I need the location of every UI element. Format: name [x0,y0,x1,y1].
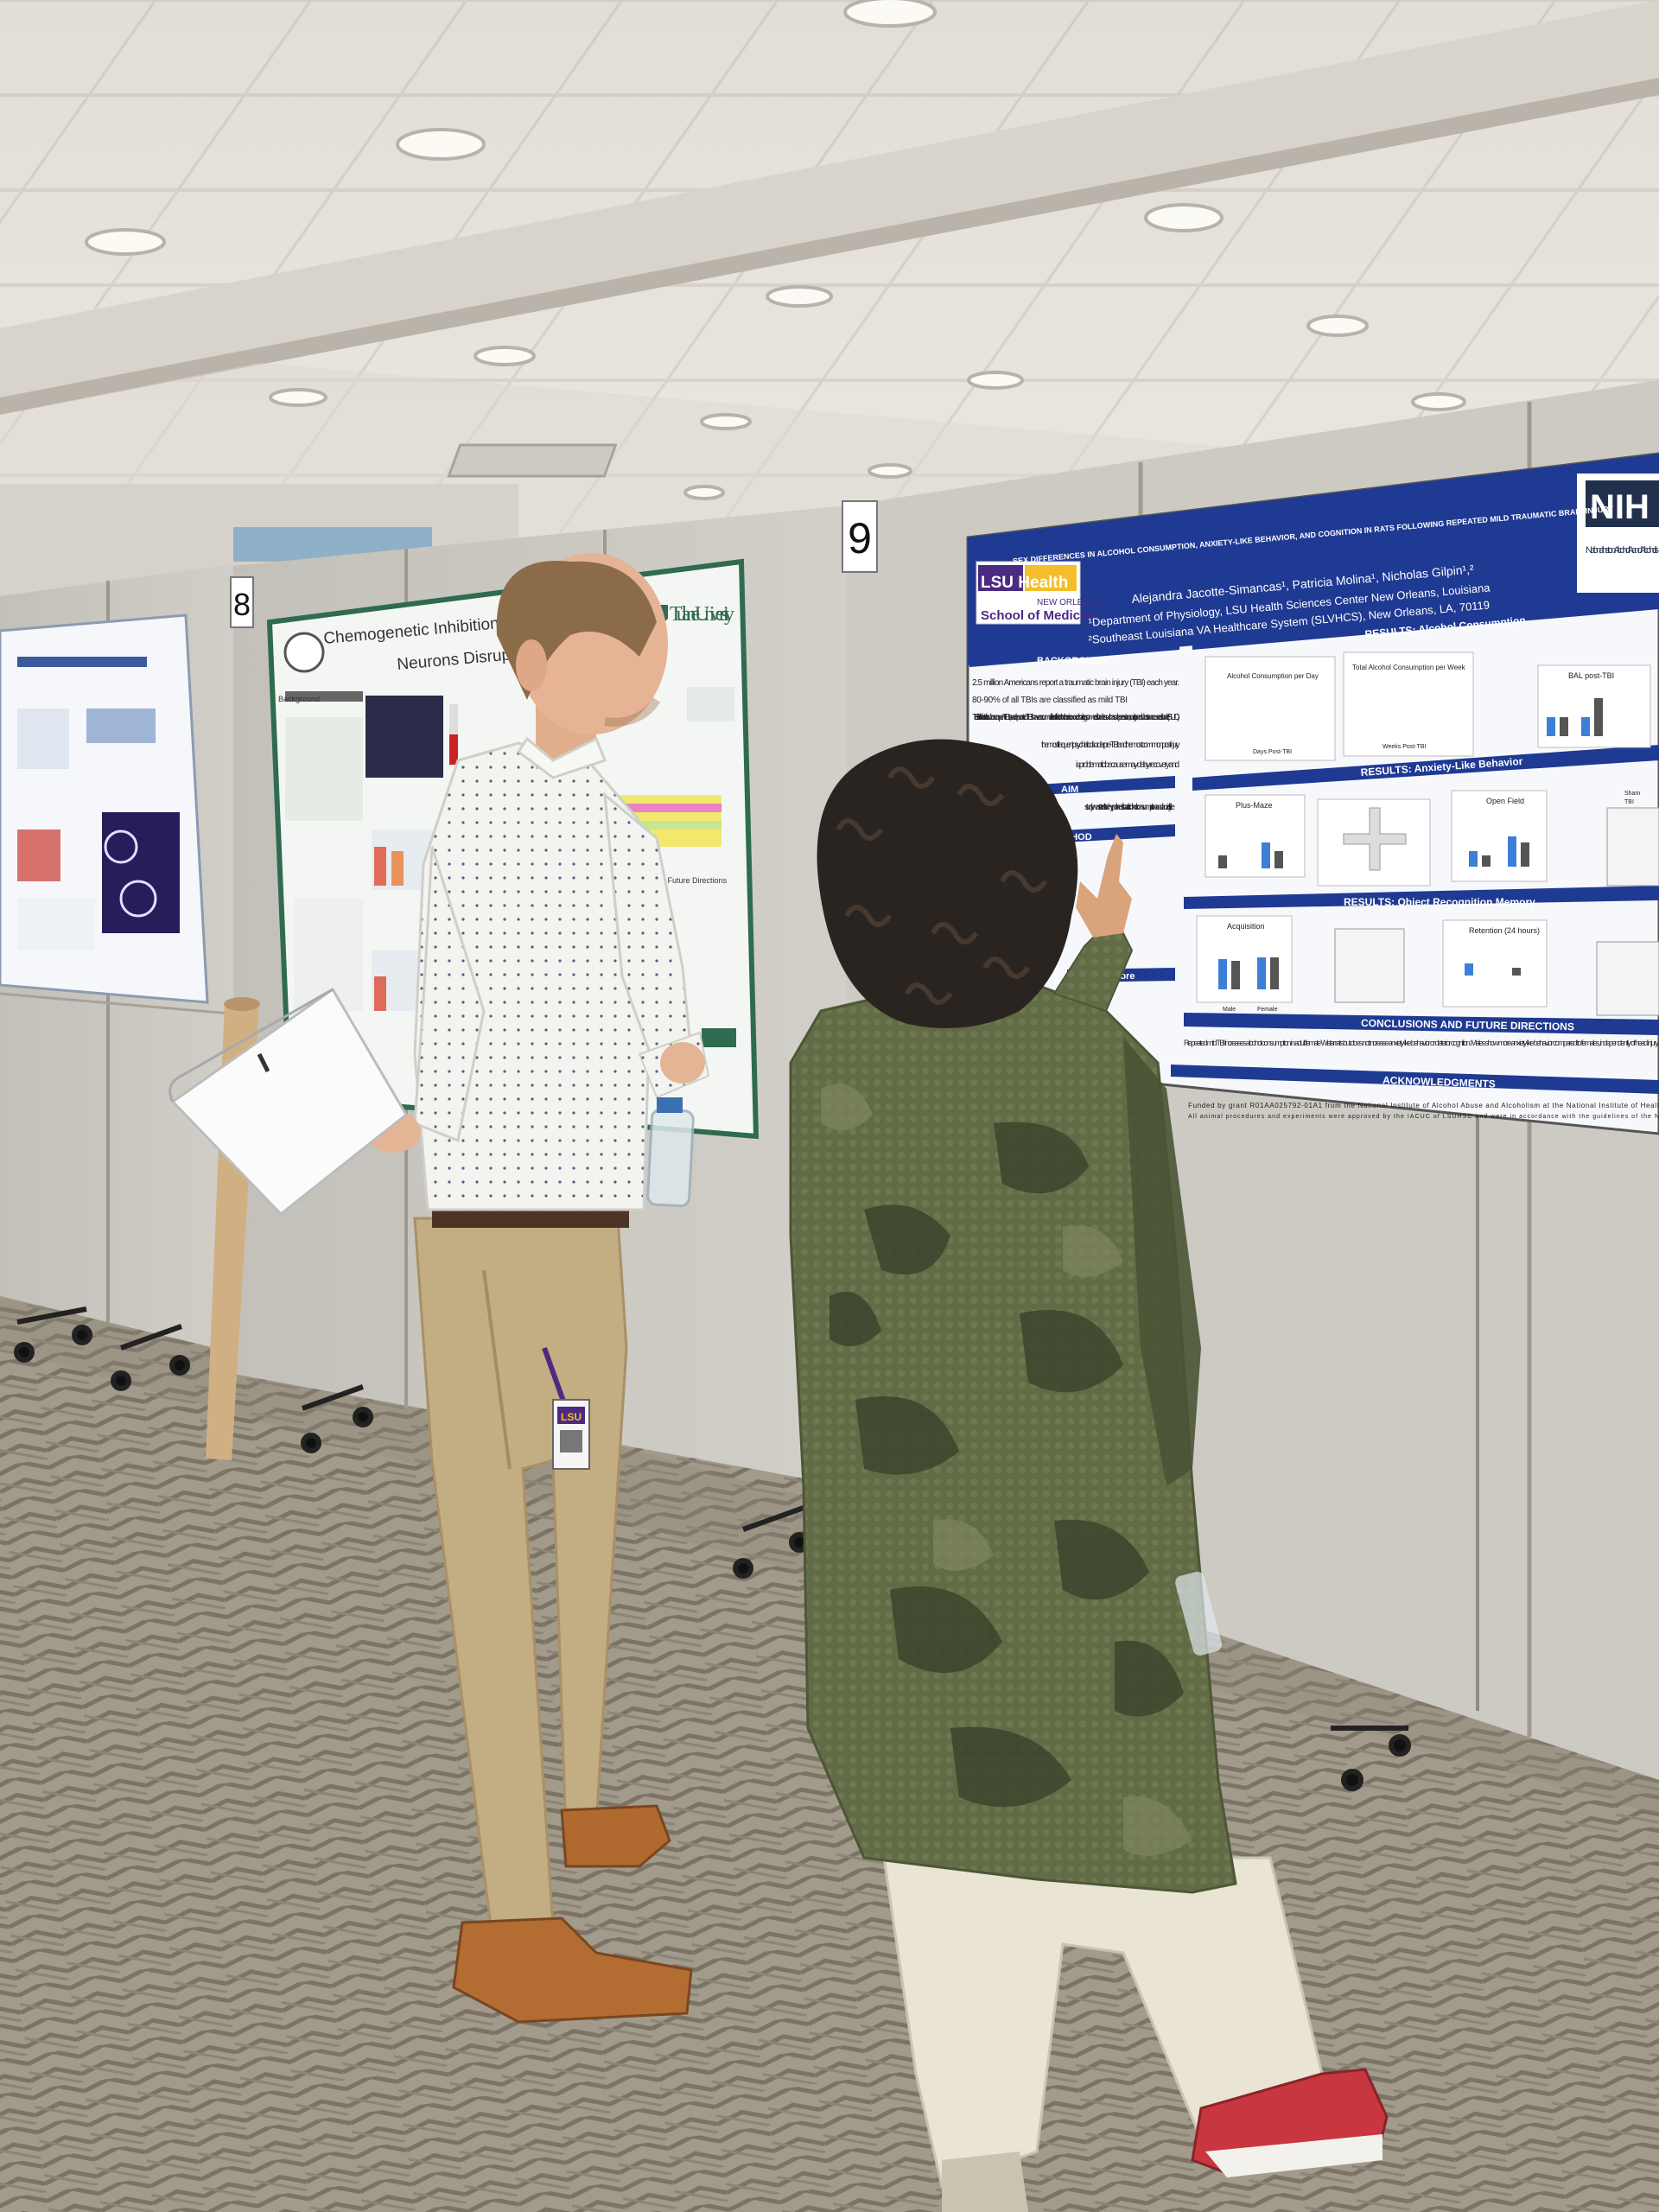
chart-weeks-axis: Weeks Post-TBI [1382,744,1426,750]
nih-logo: NIH [1590,488,1649,526]
bg-bullet-4: the most frequent psychiatric disorder p… [1041,741,1179,750]
woman-hand [1076,834,1132,938]
bg-bullet-5: is problematic because may delay recover… [1076,760,1179,770]
aim-text: study was to test the hypothesis that al… [1084,803,1175,812]
board-number-9-label: 9 [848,514,872,563]
chart-plusmaze-title: Plus-Maze [1236,801,1273,810]
ack-text: Funded by grant R01AA025792-01A1 from th… [1188,1102,1659,1109]
ceiling [0,0,1659,553]
chart-axis-male: Male [1223,1007,1236,1013]
tulane-logo-text: Tulane University [670,603,734,626]
chart-ret-title: Retention (24 hours) [1469,926,1540,935]
papers [170,987,408,1217]
ceiling-lights [85,0,1466,500]
poster-left-section-conclusion: Conclusion and Future Directions [612,876,728,885]
board-casters [14,1306,1411,1791]
chart-days-axis: Days Post-TBI [1253,749,1292,755]
sec-ack: ACKNOWLEDGMENTS [1382,1074,1496,1090]
woman-hair [817,739,1078,1028]
poster-lsu-body-text: 2.5 million Americans report a traumatic… [972,678,1179,812]
man-hand-right [660,1042,705,1084]
bg-bullet-1: 2.5 million Americans report a traumatic… [972,678,1179,688]
plus-maze-icon [1343,807,1407,871]
board-number-8-label: 8 [233,587,251,622]
man-arm-left [413,846,486,1143]
woman-water-bottle [1175,1571,1223,1656]
lsu-logo-line2: NEW ORLEANS [1037,598,1101,607]
woman-curls [836,766,1048,1005]
water-bottle [646,1108,695,1208]
board-number-8 [230,576,254,628]
chart-legend-tbi: TBI [1624,799,1634,805]
poster-lsu-charts [1196,652,1659,1016]
sec-conclusions: CONCLUSIONS AND FUTURE DIRECTIONS [1361,1017,1574,1033]
ceiling-beam [0,0,1659,397]
seal-icon [283,632,325,673]
chart-bal-title: BAL post-TBI [1568,671,1614,680]
badge-text: LSU [561,1411,582,1423]
conclusions-text: Repeated mild TBI increases alcohol cons… [1184,1039,1659,1047]
sec-background: BACKGROUND [1037,656,1107,666]
sec-aim: AIM [1061,785,1078,795]
cardigan-light-patches [821,1084,1192,1856]
chart-alcohol-day-title: Alcohol Consumption per Day [1227,672,1319,680]
man-collar [516,736,607,779]
chart-alcohol-week-title: Total Alcohol Consumption per Week [1352,664,1466,671]
cardigan-camo [830,1122,1184,1808]
man [168,553,710,2024]
woman [789,739,1389,2212]
bg-bullet-2: 80-90% of all TBIs are classified as mil… [972,696,1128,705]
chart-legend-sham: Sham [1624,791,1640,797]
sec-res-memory: RESULTS: Object Recognition Memory [1344,896,1535,908]
bg-bullet-3: TBI is a risk factor for subsequent TBIs… [972,713,1179,722]
man-shoe-back [560,1804,671,1868]
air-vent [447,443,618,478]
lsu-logo-line1: LSU Health [981,574,1068,592]
chart-acq-title: Acquisition [1227,922,1265,931]
board-number-9 [842,500,878,573]
chart-openfield-title: Open Field [1486,797,1524,805]
man-shoe-front [452,1916,693,2024]
lsu-logo-line3: School of Medicine [981,608,1099,623]
poster-far-left [0,613,209,1004]
ack-text-2: All animal procedures and experiments we… [1188,1114,1659,1120]
poster-left-section-background: Background [278,695,320,703]
chart-axis-female: Female [1257,1007,1277,1013]
nih-sub: National Inst on Alcohol A and Alcoholis [1586,545,1659,556]
